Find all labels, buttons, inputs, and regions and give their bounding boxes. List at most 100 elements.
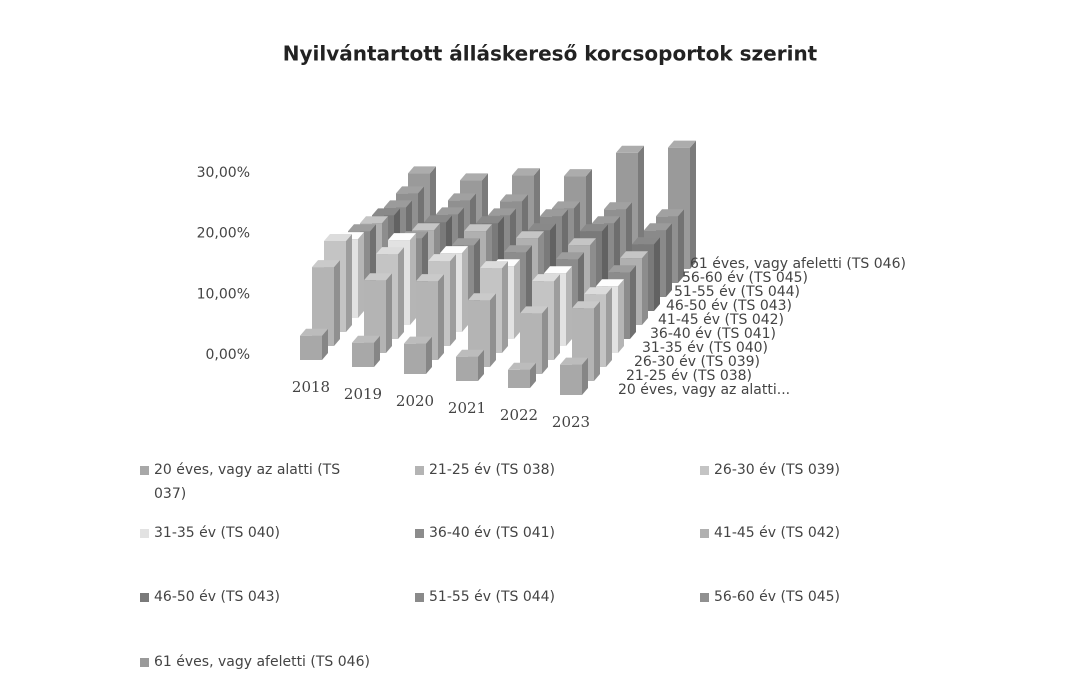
depth-label: 41-45 év (TS 042) <box>658 312 784 328</box>
bar-side <box>530 362 536 388</box>
legend-entry: 26-30 év (TS 039) <box>700 458 944 482</box>
bar-top <box>592 216 620 224</box>
bar-top <box>364 273 392 281</box>
depth-label: 61 éves, vagy afeletti (TS 046) <box>690 256 906 272</box>
y-tick-label: 30,00% <box>197 165 250 181</box>
y-tick-label: 20,00% <box>197 226 250 242</box>
legend-swatch <box>140 466 149 475</box>
legend-label: 20 éves, vagy az alatti (TS 037) <box>154 462 341 502</box>
bar-top <box>408 166 436 174</box>
bar <box>300 328 328 360</box>
bar-top <box>440 246 468 254</box>
bar-top <box>388 233 416 241</box>
bar <box>508 362 536 388</box>
legend-entry: 61 éves, vagy afeletti (TS 046) <box>140 650 384 674</box>
legend-entry: 31-35 év (TS 040) <box>140 521 384 545</box>
bar-top <box>532 274 560 282</box>
bar-side <box>462 246 468 332</box>
bar-top <box>360 216 388 224</box>
bar-top <box>528 223 556 231</box>
bar-top <box>564 169 592 177</box>
bar-front <box>404 343 426 374</box>
bar-top <box>644 223 672 231</box>
bar-side <box>450 254 456 346</box>
bar-top <box>488 208 516 216</box>
depth-label: 51-55 év (TS 044) <box>674 284 800 300</box>
depth-label: 46-50 év (TS 043) <box>666 298 792 314</box>
bar-top <box>456 349 484 357</box>
bar-top <box>384 200 412 208</box>
x-tick-label: 2020 <box>396 392 434 410</box>
bar <box>456 349 484 381</box>
bar-top <box>476 216 504 224</box>
bar-top <box>616 145 644 153</box>
bar-front <box>456 356 478 381</box>
legend-entry: 36-40 év (TS 041) <box>415 521 659 545</box>
legend-label: 46-50 év (TS 043) <box>154 589 281 605</box>
bar-front <box>508 369 530 388</box>
depth-label: 36-40 év (TS 041) <box>650 326 776 342</box>
bar <box>404 336 432 374</box>
bar-front <box>520 313 542 374</box>
legend-label: 41-45 év (TS 042) <box>714 525 841 541</box>
legend-entry: 51-55 év (TS 044) <box>415 585 659 609</box>
depth-label: 31-35 év (TS 040) <box>642 340 768 356</box>
bar <box>312 260 340 346</box>
bar-side <box>678 209 684 283</box>
bar-side <box>502 261 508 353</box>
bar-top <box>560 357 588 365</box>
bar-top <box>620 251 648 259</box>
legend-swatch <box>700 593 709 602</box>
bar-side <box>334 260 340 346</box>
bar-top <box>324 234 352 241</box>
bar-top <box>428 254 456 262</box>
bar-top <box>608 265 636 273</box>
bar-side <box>542 306 548 374</box>
bar <box>520 306 548 374</box>
bar-top <box>412 223 440 231</box>
bar-top <box>312 260 340 268</box>
bar-side <box>618 279 624 353</box>
depth-label: 26-30 év (TS 039) <box>634 354 760 370</box>
bar-top <box>512 168 540 176</box>
bar-side <box>594 301 600 381</box>
bar-side <box>666 223 672 297</box>
y-tick-label: 10,00% <box>197 286 250 302</box>
legend-label: 56-60 év (TS 045) <box>714 589 841 605</box>
legend-entry: 46-50 év (TS 043) <box>140 585 384 609</box>
depth-label: 56-60 év (TS 045) <box>682 270 808 286</box>
x-tick-label: 2023 <box>552 413 590 431</box>
bar-side <box>690 140 696 269</box>
bar <box>352 335 380 367</box>
bar-top <box>508 362 536 370</box>
bar-top <box>656 209 684 217</box>
bar-top <box>572 301 600 309</box>
bar-side <box>374 335 380 367</box>
bar-top <box>448 193 476 201</box>
bar-front <box>364 280 386 353</box>
bar-side <box>346 234 352 332</box>
bar <box>560 357 588 395</box>
bar-top <box>352 335 380 343</box>
bar-top <box>552 201 580 209</box>
bar-side <box>526 245 532 325</box>
bar-top <box>584 287 612 295</box>
bar-top <box>372 208 400 216</box>
bar-top <box>396 186 424 194</box>
legend-swatch <box>700 466 709 475</box>
bar-side <box>654 237 660 311</box>
bar-front <box>300 335 322 360</box>
depth-label: 20 éves, vagy az alatti... <box>618 382 790 398</box>
bar-top <box>568 238 596 246</box>
legend-swatch <box>415 529 424 538</box>
chart-title: Nyilvántartott álláskereső korcsoportok … <box>283 42 818 66</box>
bar-side <box>398 247 404 339</box>
depth-label: 21-25 év (TS 038) <box>626 368 752 384</box>
bar-front <box>560 364 582 395</box>
bar-top <box>580 224 608 232</box>
legend-entry: 41-45 év (TS 042) <box>700 521 944 545</box>
bar-side <box>638 145 644 262</box>
bar-front <box>352 342 374 367</box>
bar-top <box>300 328 328 336</box>
bar-top <box>544 266 572 274</box>
